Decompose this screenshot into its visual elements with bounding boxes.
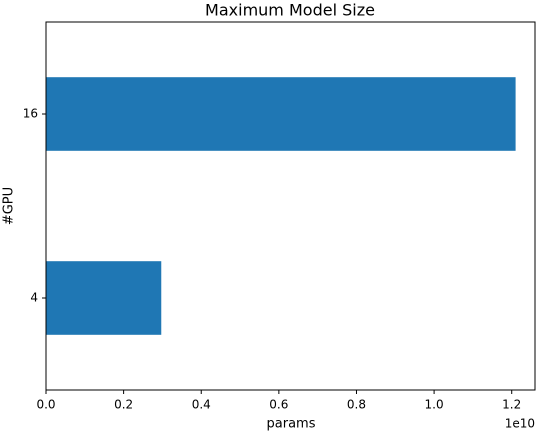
y-tick-label: 16 bbox=[23, 107, 38, 121]
bar bbox=[46, 77, 516, 151]
x-tick-label: 1.0 bbox=[425, 398, 444, 412]
x-tick-label: 0.8 bbox=[347, 398, 366, 412]
y-axis-label: #GPU bbox=[2, 187, 17, 225]
x-tick-label: 0.2 bbox=[114, 398, 133, 412]
x-tick-label: 1.2 bbox=[502, 398, 521, 412]
plot-frame bbox=[45, 21, 536, 391]
x-tick-label: 0.4 bbox=[192, 398, 211, 412]
chart-title: Maximum Model Size bbox=[205, 1, 375, 20]
x-axis-label: params bbox=[267, 417, 316, 432]
y-tick-label: 4 bbox=[30, 291, 38, 305]
bar bbox=[46, 261, 162, 335]
x-tick-label: 0.6 bbox=[269, 398, 288, 412]
x-tick-label: 0.0 bbox=[36, 398, 55, 412]
x-offset-label: 1e10 bbox=[505, 417, 535, 431]
